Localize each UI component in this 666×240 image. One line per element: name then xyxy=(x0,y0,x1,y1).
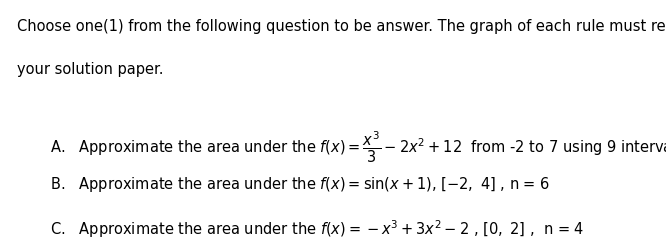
Text: A.   Approximate the area under the $f(x) = \dfrac{x^3}{3} - 2x^2 + 12$  from -2: A. Approximate the area under the $f(x) … xyxy=(50,130,666,165)
Text: Choose one(1) from the following question to be answer. The graph of each rule m: Choose one(1) from the following questio… xyxy=(17,19,666,34)
Text: B.   Approximate the area under the $f(x) = \sin(x + 1)$, $[-2,\ 4]$ , n = 6: B. Approximate the area under the $f(x) … xyxy=(50,175,550,194)
Text: C.   Approximate the area under the $f(x) = -x^3 + 3x^2 - 2$ , $[0,\ 2]$ ,  n = : C. Approximate the area under the $f(x) … xyxy=(50,218,584,240)
Text: your solution paper.: your solution paper. xyxy=(17,62,163,77)
